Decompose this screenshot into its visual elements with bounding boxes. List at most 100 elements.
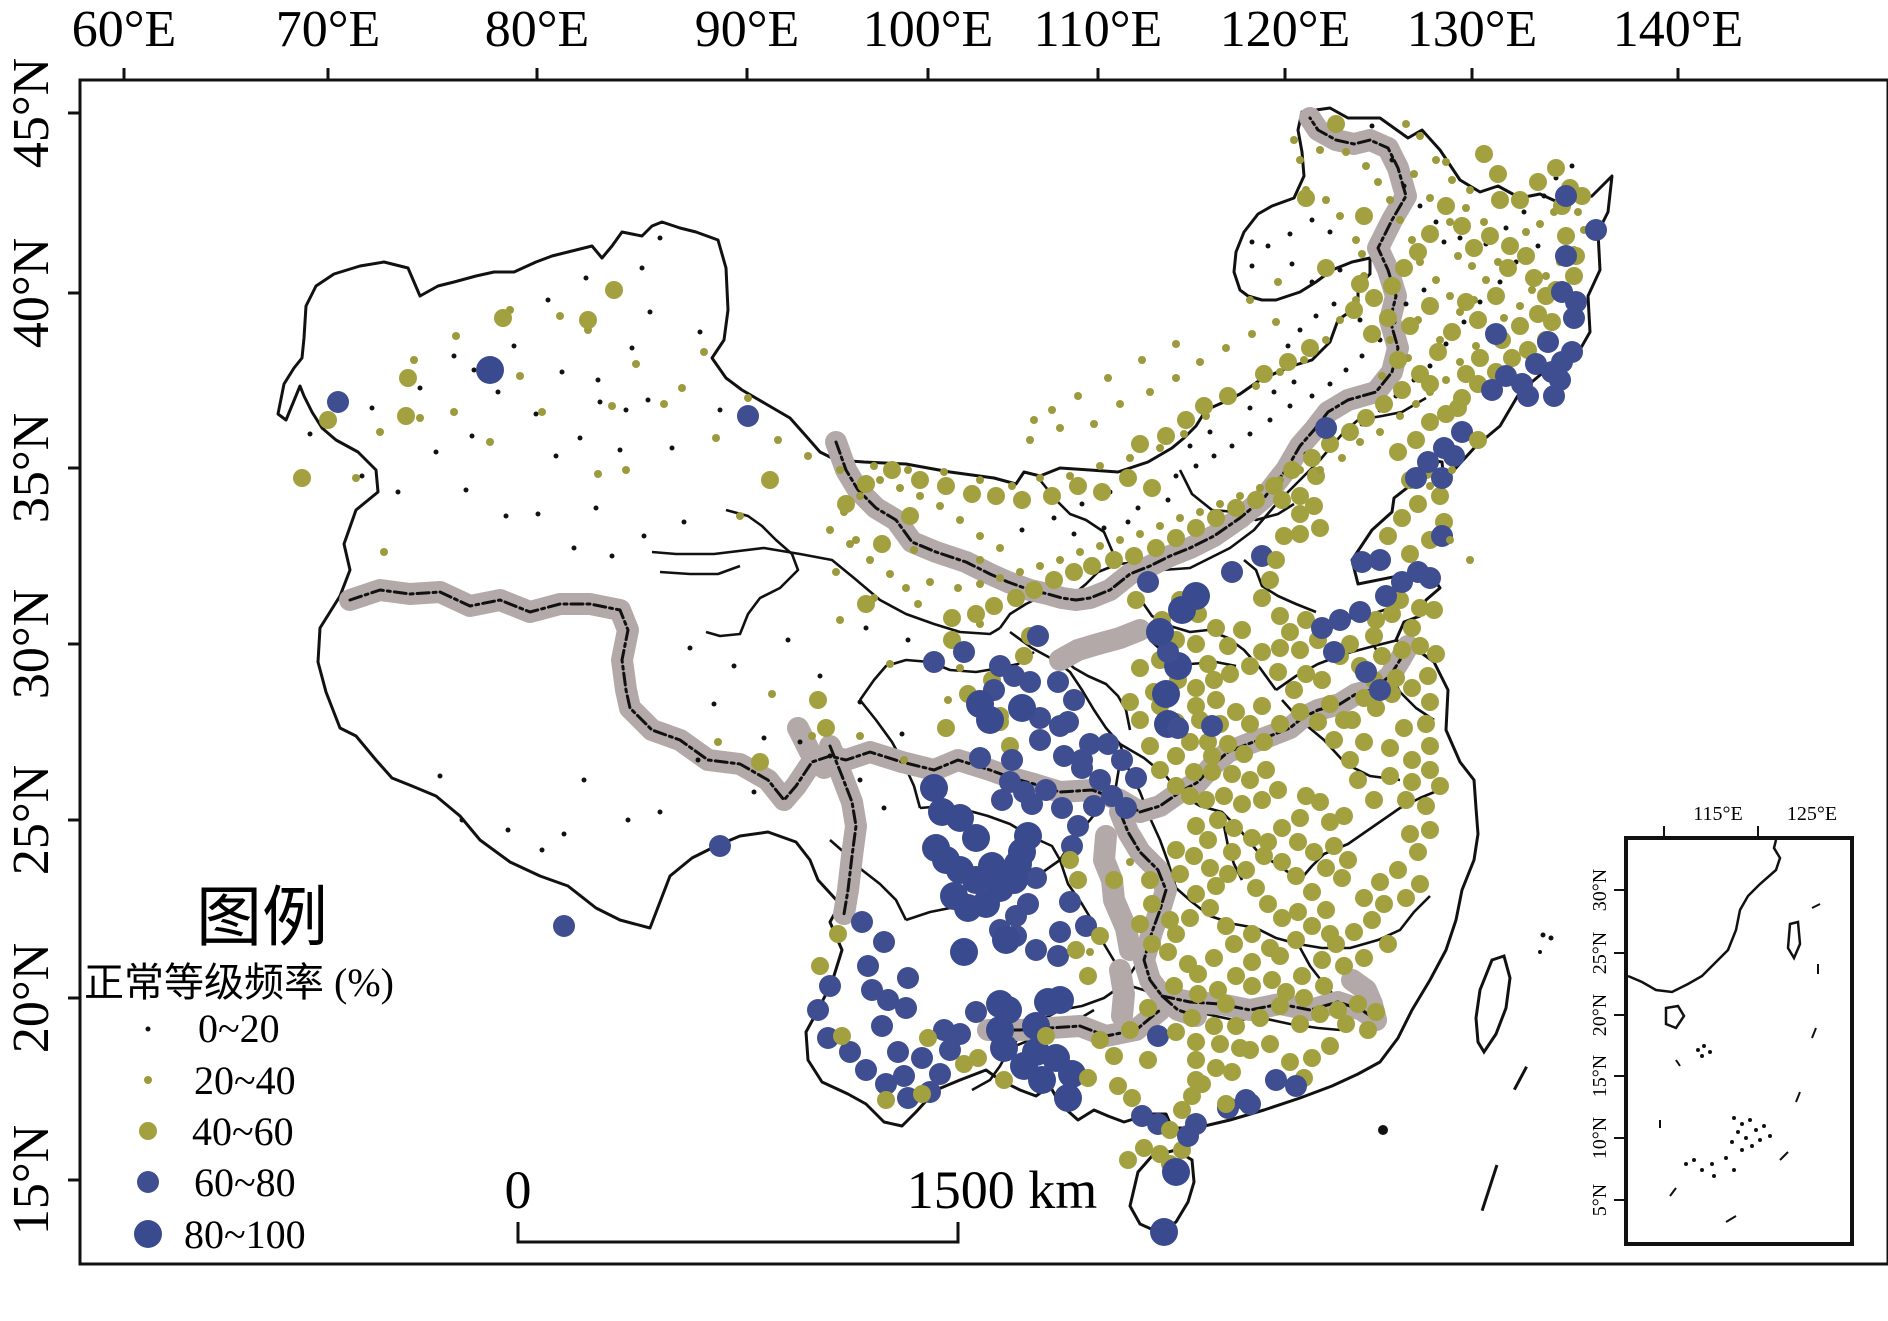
station-point [1196,508,1204,516]
station-point [1256,484,1264,492]
station-point [451,353,457,359]
station-point [1379,309,1397,327]
station-point [1248,330,1256,338]
station-point [1338,454,1346,462]
station-point [399,369,417,387]
station-point [1051,515,1057,521]
station-point [731,663,737,669]
station-point [1393,381,1411,399]
station-point [1139,999,1157,1017]
station-point [937,477,955,495]
station-point [1101,525,1107,531]
station-point [503,513,509,519]
lat-label: 30°N [3,589,60,699]
station-point [1105,1047,1123,1065]
station-point [1585,219,1607,241]
station-point [1253,589,1271,607]
station-point [1247,491,1265,509]
station-point [1261,1035,1279,1053]
station-point [955,1055,973,1073]
station-point [1397,791,1415,809]
station-point [1309,279,1315,285]
station-point [1265,243,1271,249]
station-point [1341,423,1359,441]
scale-bar: 0 1500 km [505,1160,1097,1244]
station-point [1322,336,1330,344]
station-point [1267,551,1285,569]
station-point [1019,527,1025,533]
station-point [539,847,545,853]
station-point [1201,899,1219,917]
station-point [1421,297,1439,315]
station-point [376,428,384,436]
station-point [1451,421,1473,443]
station-point [1271,997,1289,1015]
station-point [863,625,869,631]
station-point [751,789,757,795]
station-point [1097,733,1119,755]
station-point [962,824,990,852]
station-point [1457,365,1475,383]
station-point [1152,680,1180,708]
station-point [1309,393,1315,399]
station-point [1223,1063,1241,1081]
station-point [1227,1017,1245,1035]
station-point [1045,571,1063,589]
station-point [1437,197,1455,215]
station-point [1421,287,1427,293]
station-point [1091,1031,1109,1049]
station-point [1303,449,1321,467]
station-point [990,1034,1018,1062]
inset-lat-label: 25°N [1589,932,1611,974]
station-point [833,1027,851,1045]
station-point [1143,895,1161,913]
station-point [505,827,511,833]
station-point [1365,791,1383,809]
station-point [1355,949,1373,967]
station-point [1475,145,1493,163]
lat-label: 25°N [3,765,60,875]
station-point [895,997,917,1019]
station-point [1426,482,1434,490]
station-point [1147,539,1165,557]
station-point [1207,509,1225,527]
station-point [1225,935,1243,953]
station-point [1171,865,1189,883]
station-point [967,605,985,623]
station-point [1375,895,1393,913]
station-point [1378,372,1386,380]
station-point [1448,466,1456,474]
station-point [1181,909,1199,927]
station-point [1269,663,1287,681]
station-point [433,449,439,455]
station-point [1066,472,1074,480]
station-point [855,1059,877,1081]
station-point [1205,671,1223,689]
station-point [1389,157,1395,163]
station-point [1172,374,1180,382]
lon-label: 130°E [1407,1,1538,58]
station-point [1574,208,1582,216]
station-point [1199,831,1217,849]
legend-swatch-0-20 [145,1026,151,1032]
station-point [1162,1158,1190,1186]
station-point [1403,773,1421,791]
station-point [1111,749,1133,771]
station-point [1355,689,1373,707]
station-point [1432,276,1440,284]
station-point [327,391,349,413]
station-point [1285,681,1303,699]
station-point [985,597,1003,615]
station-point [1397,889,1415,907]
station-point [774,436,782,444]
station-point [1167,717,1189,739]
station-point [687,645,693,651]
station-point [1285,343,1291,349]
station-point [1217,917,1235,935]
lat-label: 40°N [3,238,60,348]
station-point [1528,286,1536,294]
station-point [594,470,602,478]
station-point [395,489,401,495]
station-point [1146,388,1154,396]
station-point [437,773,443,779]
